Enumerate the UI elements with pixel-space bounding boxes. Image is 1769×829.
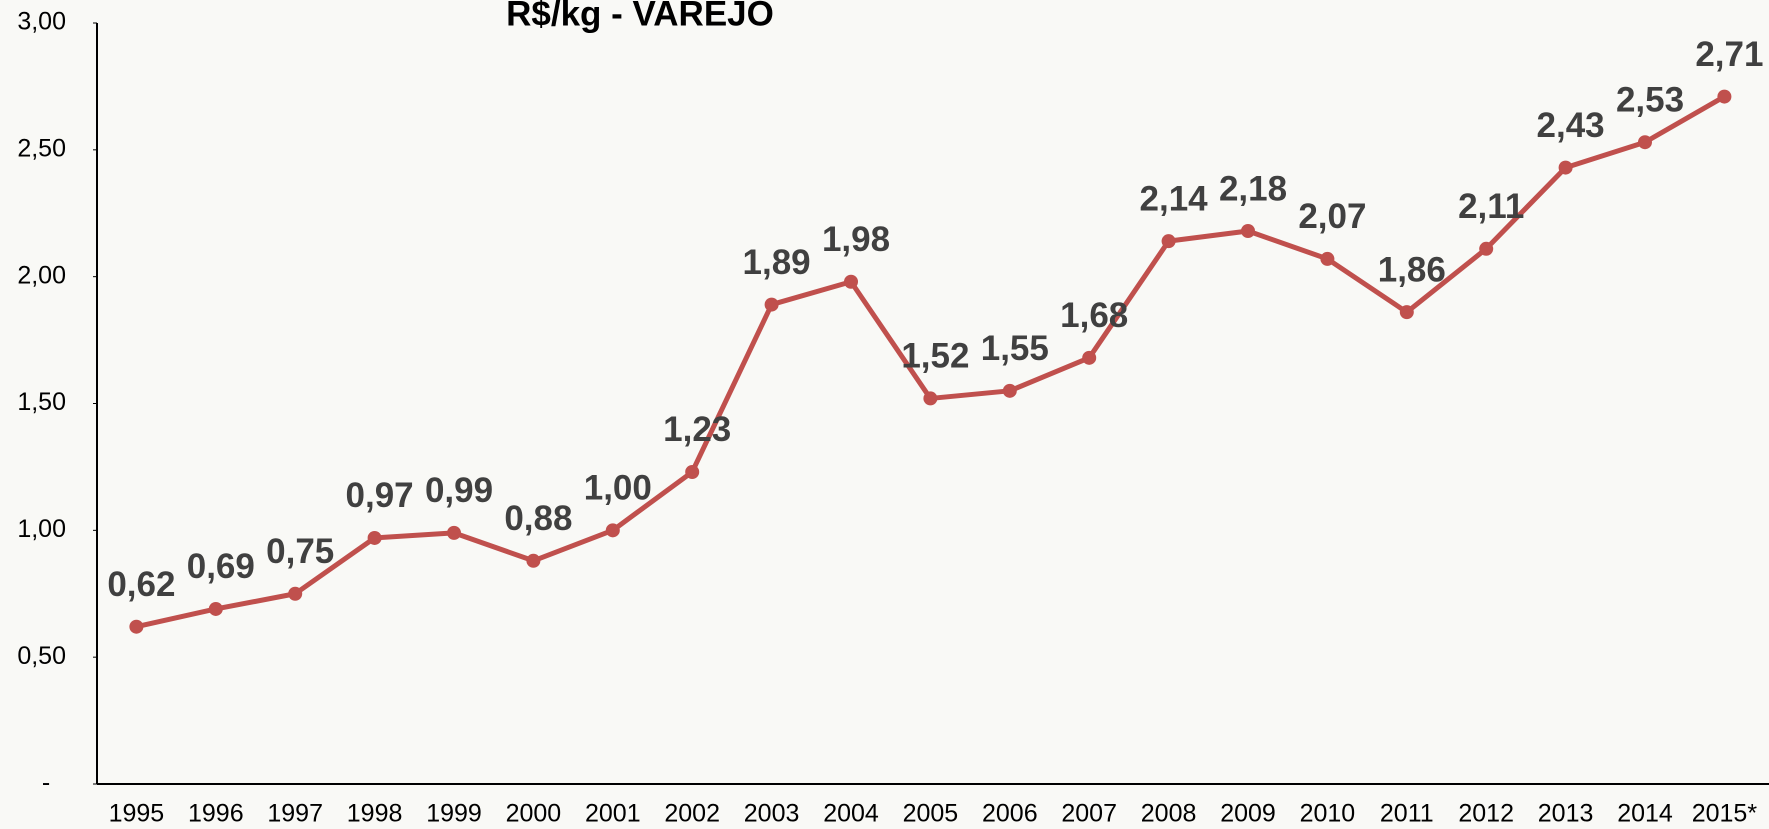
x-tick-label: 2008 [1141, 800, 1197, 828]
data-label: 1,52 [901, 337, 969, 376]
point [1558, 160, 1573, 175]
point [526, 553, 541, 568]
x-tick-label: 2012 [1458, 800, 1514, 828]
point [1399, 305, 1414, 320]
data-label: 2,18 [1219, 169, 1287, 208]
x-tick-label: 1995 [109, 800, 165, 828]
data-label: 2,53 [1616, 80, 1684, 119]
point [129, 619, 144, 634]
data-label: 0,62 [107, 565, 175, 604]
data-label: 0,88 [504, 499, 572, 538]
point [447, 525, 461, 540]
x-tick-label: 2007 [1061, 800, 1117, 828]
data-label: 2,11 [1458, 187, 1524, 226]
x-tick-label: 2005 [903, 800, 959, 828]
point [1002, 383, 1017, 398]
x-tick-label: 1996 [188, 800, 244, 828]
point [605, 523, 620, 538]
y-tick-label: 0,50 [17, 642, 66, 670]
point [1638, 135, 1652, 150]
x-tick-label: 1999 [426, 800, 482, 828]
data-label: 2,07 [1298, 197, 1366, 236]
data-label: 0,75 [266, 532, 334, 571]
data-label: 2,14 [1140, 179, 1209, 218]
point [1320, 251, 1335, 266]
x-tick-label: 2013 [1538, 800, 1594, 828]
x-tick-label: 1998 [347, 800, 403, 828]
data-label: 1,98 [822, 220, 890, 259]
data-label: 0,69 [187, 547, 255, 586]
point [1241, 224, 1255, 239]
x-tick-label: 2011 [1380, 800, 1434, 828]
point [1479, 241, 1494, 256]
x-tick-label: 2000 [506, 800, 562, 828]
data-label: 2,43 [1537, 106, 1605, 145]
x-tick-label: 2004 [823, 800, 879, 828]
data-label: 1,89 [743, 243, 811, 282]
x-tick-label: 2015* [1692, 800, 1758, 828]
y-tick-label: 1,50 [17, 388, 66, 416]
y-tick-label: 2,00 [17, 261, 66, 289]
point [208, 601, 223, 616]
point [367, 530, 382, 545]
x-tick-label: 2006 [982, 800, 1038, 828]
point [1161, 234, 1176, 249]
data-label: 1,00 [584, 469, 652, 508]
point [923, 391, 938, 406]
chart-title: R$/kg - VAREJO [506, 0, 774, 33]
point [685, 464, 700, 479]
x-tick-label: 2010 [1300, 800, 1356, 828]
data-label: 1,68 [1060, 296, 1128, 335]
y-tick-label: 1,00 [17, 515, 66, 543]
data-label: 2,71 [1695, 35, 1763, 74]
data-label: 0,97 [346, 476, 414, 515]
x-tick-label: 2003 [744, 800, 800, 828]
point [1082, 350, 1097, 365]
data-label: 0,99 [425, 471, 493, 510]
point [288, 586, 303, 601]
x-tick-label: 2009 [1220, 800, 1276, 828]
y-tick-label: - [42, 769, 50, 797]
data-label: 1,23 [663, 410, 731, 449]
y-tick-label: 2,50 [17, 134, 66, 162]
point [844, 274, 858, 289]
point [1717, 89, 1732, 104]
x-tick-label: 2002 [664, 800, 720, 828]
x-tick-label: 1997 [267, 800, 323, 828]
y-tick-label: 3,00 [17, 8, 66, 36]
x-tick-label: 2014 [1617, 800, 1673, 828]
data-label: 1,86 [1378, 250, 1446, 289]
point [764, 297, 779, 312]
x-tick-label: 2001 [585, 800, 641, 828]
data-label: 1,55 [981, 329, 1049, 368]
